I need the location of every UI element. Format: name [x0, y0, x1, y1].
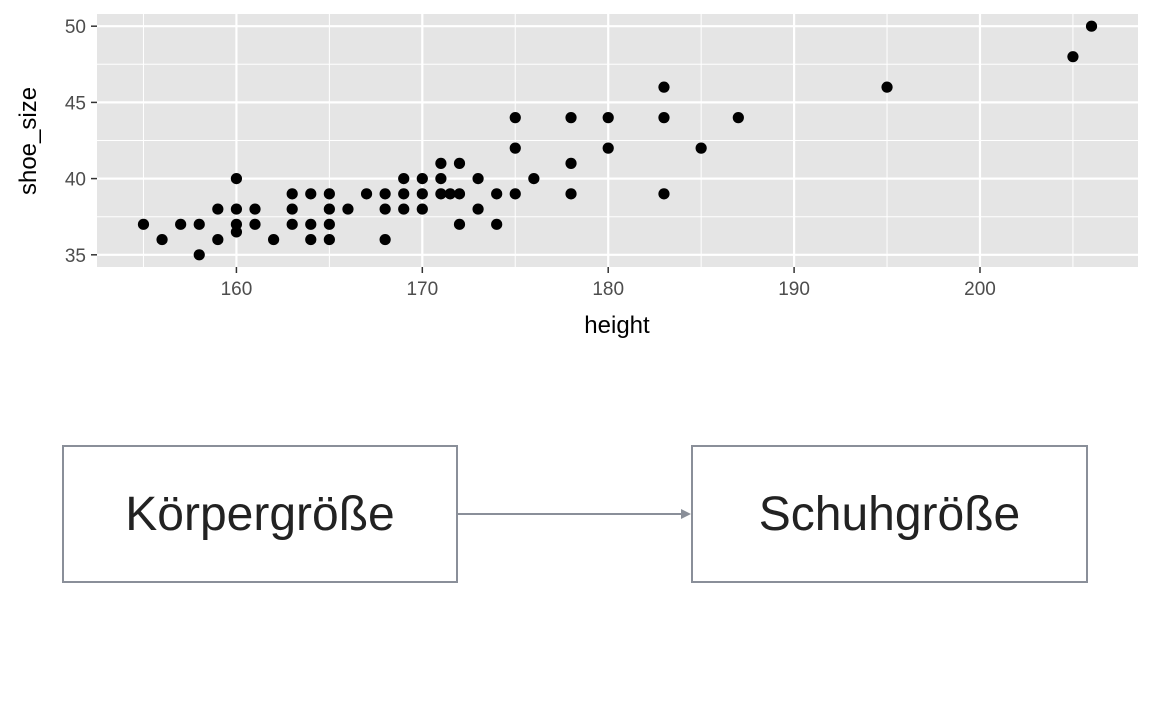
data-point [249, 218, 261, 230]
data-point [565, 112, 577, 124]
axis-ticks [91, 25, 981, 273]
tick-labels: 160 170 180 190 200 35 40 45 50 [65, 17, 996, 300]
data-point [379, 233, 391, 246]
scatter-chart: 160 170 180 190 200 35 40 45 50 height shoe_size [15, 14, 1138, 339]
data-point [323, 233, 335, 246]
data-point [286, 218, 298, 230]
data-point [565, 188, 577, 200]
data-point [398, 173, 410, 185]
data-point [491, 188, 503, 200]
flow-box-shoe-size-label: Schuhgröße [758, 487, 1021, 541]
data-point [286, 188, 298, 200]
data-point [658, 81, 670, 93]
data-point [267, 233, 280, 246]
data-point [732, 112, 744, 124]
data-point [435, 173, 447, 185]
data-point [509, 112, 521, 124]
y-tick-label: 50 [65, 17, 86, 38]
data-point [249, 203, 261, 215]
y-tick-label: 35 [65, 246, 86, 267]
data-point [398, 203, 410, 215]
flow-box-body-height-label: Körpergröße [125, 487, 395, 541]
data-point [435, 188, 447, 200]
data-point [444, 188, 456, 200]
data-point [472, 173, 484, 185]
data-point [379, 188, 391, 200]
data-point [453, 188, 466, 200]
data-point [305, 188, 317, 200]
data-point [491, 218, 503, 230]
data-point [323, 188, 335, 200]
data-point [509, 142, 521, 154]
data-point [286, 203, 298, 215]
data-point [379, 203, 391, 215]
data-point [156, 233, 168, 246]
x-tick-label: 180 [592, 279, 624, 300]
y-tick-label: 40 [65, 170, 86, 191]
data-point [193, 218, 205, 230]
data-point [453, 218, 466, 230]
data-point [509, 188, 521, 200]
x-tick-label: 160 [221, 279, 253, 300]
flow-box-body-height: Körpergröße [62, 445, 458, 583]
data-point [323, 203, 335, 215]
data-point [416, 173, 428, 185]
data-point [137, 218, 150, 230]
data-point [323, 218, 335, 230]
data-point [528, 173, 540, 185]
y-axis-title: shoe_size [15, 87, 42, 195]
data-point [435, 157, 447, 169]
data-point [305, 233, 317, 246]
data-point [212, 233, 224, 246]
data-point [453, 157, 466, 169]
data-point [416, 203, 428, 215]
x-axis-title: height [584, 312, 650, 339]
flow-box-shoe-size: Schuhgröße [691, 445, 1088, 583]
data-point [695, 142, 707, 154]
data-point [230, 218, 243, 230]
data-point [881, 81, 893, 93]
data-point [658, 112, 670, 124]
data-point [1067, 51, 1079, 63]
x-tick-label: 190 [778, 279, 810, 300]
data-point [565, 157, 577, 169]
data-point [230, 203, 243, 215]
data-point [175, 218, 187, 230]
minor-gridlines [97, 14, 1138, 267]
data-point [193, 249, 205, 261]
arrow-head [681, 509, 691, 519]
data-point [472, 203, 484, 215]
data-point [416, 188, 428, 200]
data-point [1085, 20, 1098, 32]
data-point [602, 142, 614, 154]
data-point [658, 188, 670, 200]
x-tick-label: 170 [406, 279, 438, 300]
data-point [360, 188, 373, 200]
x-tick-label: 200 [964, 279, 996, 300]
data-point [342, 203, 354, 215]
data-point [230, 173, 243, 185]
data-point [602, 112, 614, 124]
y-tick-label: 45 [65, 93, 86, 114]
data-point [398, 188, 410, 200]
data-point [305, 218, 317, 230]
data-point [212, 203, 224, 215]
data-points [137, 20, 1098, 261]
